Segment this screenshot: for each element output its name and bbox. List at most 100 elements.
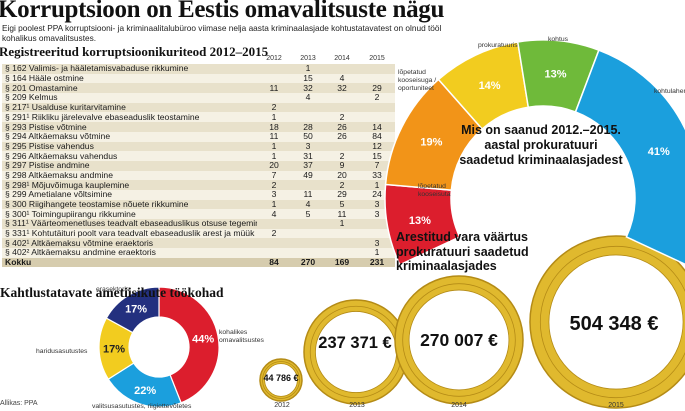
crime-count-cell: 2 bbox=[325, 151, 359, 161]
arc-category-label: lõpetatud kooseisuga / oportuniteet bbox=[398, 69, 437, 92]
crime-count-cell: 1 bbox=[257, 199, 291, 210]
crime-count-cell: 29 bbox=[359, 83, 395, 94]
crime-count-cell: 24 bbox=[359, 189, 395, 200]
crime-label: § 297 Pistise andmine bbox=[2, 160, 257, 171]
crime-count-cell: 1 bbox=[359, 248, 395, 258]
crime-count-cell bbox=[359, 73, 395, 84]
crime-count-cell bbox=[257, 64, 291, 74]
coin-rim bbox=[262, 361, 300, 399]
coin-year-label: 2012 bbox=[274, 402, 290, 409]
crime-count-cell: 20 bbox=[257, 160, 291, 171]
coin-year-label: 2015 bbox=[608, 402, 624, 409]
crime-count-cell: 2 bbox=[325, 112, 359, 123]
crime-label: § 293 Pistise võtmine bbox=[2, 122, 257, 132]
crime-count-cell bbox=[359, 102, 395, 113]
arc-segment-label: 13% bbox=[409, 215, 431, 227]
crime-count-cell: 4 bbox=[325, 73, 359, 84]
crime-count-cell: 3 bbox=[359, 199, 395, 210]
crime-label: § 291¹ Riikliku järelevalve ebaseaduslik… bbox=[2, 112, 257, 123]
crime-count-cell: 1 bbox=[291, 64, 325, 74]
crime-count-cell bbox=[325, 238, 359, 249]
crime-count-cell bbox=[325, 228, 359, 239]
table-row: § 299 Ametialane võltsimine 3 11 29 24 bbox=[2, 189, 395, 200]
total-cell: 84 bbox=[257, 257, 291, 268]
registered-crimes-title: Registreeritud korruptsioonikuriteod 201… bbox=[0, 44, 269, 59]
table-header-row: 2012 2013 2014 2015 bbox=[2, 55, 395, 64]
crime-label: § 402¹ Altkäemaksu võtmine eraektoris bbox=[2, 238, 257, 249]
ring-slice-label: 17% bbox=[103, 343, 125, 355]
coin-value-label: 237 371 € bbox=[318, 334, 392, 352]
crime-count-cell: 29 bbox=[325, 189, 359, 200]
table-row: § 296 Altkäemaksu vahendus 1 31 2 15 bbox=[2, 151, 395, 161]
table-row: § 402² Altkäemaksu andmine eraektoris 1 bbox=[2, 248, 395, 258]
crime-count-cell: 4 bbox=[291, 199, 325, 210]
arc-category-label: kohtulahend bbox=[654, 88, 685, 95]
table-row: § 298¹ Mõjuvõimuga kauplemine 2 2 1 bbox=[2, 180, 395, 190]
table-row: § 402¹ Altkäemaksu võtmine eraektoris 3 bbox=[2, 238, 395, 249]
crime-count-cell bbox=[291, 102, 325, 113]
table-row: § 162 Valimis- ja hääletamisvabaduse rik… bbox=[2, 64, 395, 74]
page-title: Korruptsioon on Eestis omavalitsuste näg… bbox=[0, 0, 445, 23]
table-row: § 295 Pistise vahendus 1 3 12 bbox=[2, 141, 395, 152]
total-cell: 270 bbox=[291, 257, 325, 268]
crime-count-cell: 12 bbox=[359, 141, 395, 152]
column-header-year: 2015 bbox=[369, 55, 385, 63]
coin-year-label: 2013 bbox=[349, 402, 365, 409]
crime-count-cell: 9 bbox=[325, 160, 359, 171]
arc-segment-label: 13% bbox=[545, 69, 567, 81]
ring-category-label: erasektoris bbox=[96, 286, 130, 293]
coin-rim bbox=[539, 245, 685, 399]
crime-label: § 162 Valimis- ja hääletamisvabaduse rik… bbox=[2, 64, 257, 74]
arc-segment-label: 19% bbox=[420, 137, 442, 149]
crime-count-cell: 5 bbox=[291, 209, 325, 219]
crime-count-cell bbox=[291, 112, 325, 123]
crime-count-cell: 2 bbox=[257, 180, 291, 190]
crime-count-cell: 2 bbox=[257, 228, 291, 239]
column-header-year: 2012 bbox=[266, 55, 282, 63]
coin-core bbox=[408, 289, 510, 391]
coin-value-label: 270 007 € bbox=[420, 330, 498, 350]
crime-count-cell: 84 bbox=[359, 131, 395, 142]
crime-count-cell bbox=[291, 238, 325, 249]
crime-count-cell: 15 bbox=[359, 151, 395, 161]
table-row: § 201 Omastamine 11 32 32 29 bbox=[2, 83, 395, 94]
crime-count-cell bbox=[257, 93, 291, 103]
crime-count-cell: 31 bbox=[291, 151, 325, 161]
crime-label: § 296 Altkäemaksu vahendus bbox=[2, 151, 257, 161]
column-header-year: 2014 bbox=[334, 55, 350, 63]
crime-count-cell: 14 bbox=[359, 122, 395, 132]
crime-count-cell bbox=[257, 248, 291, 258]
crime-count-cell bbox=[359, 112, 395, 123]
workplace-ring-chart: 44% 22% 17% 17% bbox=[98, 286, 220, 408]
ring-slice-label: 44% bbox=[192, 334, 214, 346]
coin-rim bbox=[402, 283, 516, 397]
crime-count-cell bbox=[291, 219, 325, 229]
crime-count-cell: 1 bbox=[257, 112, 291, 123]
crime-label: § 299 Ametialane võltsimine bbox=[2, 189, 257, 200]
crime-count-cell: 33 bbox=[359, 170, 395, 181]
crime-label: § 201 Omastamine bbox=[2, 83, 257, 94]
crime-count-cell: 4 bbox=[257, 209, 291, 219]
crime-count-cell: 1 bbox=[325, 219, 359, 229]
crime-count-cell: 26 bbox=[325, 131, 359, 142]
ring-category-label: kohalikes omavalitsustes bbox=[219, 329, 264, 344]
source-note: Allikas: PPA bbox=[0, 400, 38, 407]
crime-count-cell: 3 bbox=[257, 189, 291, 200]
crime-count-cell: 2 bbox=[359, 93, 395, 103]
arc-category-label: lõpetatud kooseisuta bbox=[418, 183, 451, 198]
crime-count-cell bbox=[257, 238, 291, 249]
total-label: Kokku bbox=[2, 257, 257, 268]
crime-count-cell: 11 bbox=[291, 189, 325, 200]
arc-segment-label: 14% bbox=[479, 80, 501, 92]
crime-count-cell bbox=[325, 102, 359, 113]
crime-count-cell: 3 bbox=[359, 209, 395, 219]
total-cell: 169 bbox=[325, 257, 359, 268]
crime-count-cell: 32 bbox=[325, 83, 359, 94]
ring-slice-label: 17% bbox=[125, 303, 147, 315]
crime-count-cell bbox=[257, 219, 291, 229]
crime-label: § 298¹ Mõjuvõimuga kauplemine bbox=[2, 180, 257, 190]
table-body: § 162 Valimis- ja hääletamisvabaduse rik… bbox=[2, 64, 395, 258]
crime-count-cell: 11 bbox=[325, 209, 359, 219]
crime-label: § 164 Hääle ostmine bbox=[2, 73, 257, 84]
crime-count-cell: 7 bbox=[257, 170, 291, 181]
